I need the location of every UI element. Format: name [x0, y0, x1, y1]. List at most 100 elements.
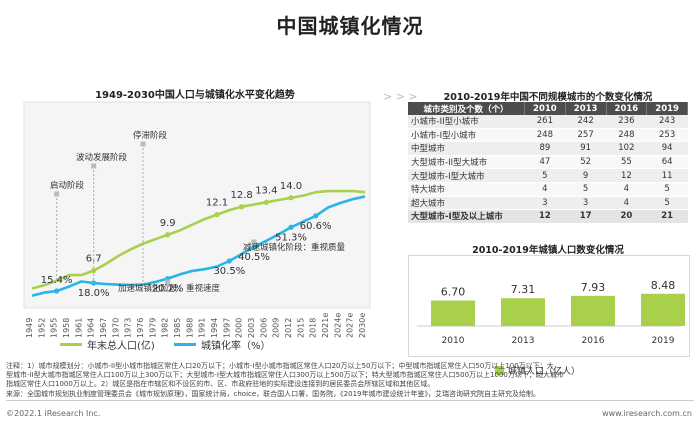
row-value-cell: 94: [646, 141, 688, 156]
bar-chart-legend: 城镇人口（亿人）: [495, 364, 580, 377]
row-value-cell: 64: [646, 155, 688, 170]
x-tick-label: 1991: [198, 318, 207, 338]
row-value-cell: 5: [524, 168, 566, 183]
city-count-table: 城市类别及个数（个） 2010 2013 2016 2019 小城市-II型小城市 261…: [408, 102, 688, 224]
plot-area: [23, 101, 371, 309]
population-urbanization-chart: 1949-2030中国人口与城镇化水平变化趋势 1949 1952 1955 1958…: [23, 88, 371, 338]
x-tick-label: 1958: [62, 318, 71, 338]
data-point: [288, 195, 294, 201]
table-row: 中型城市 89 91 102 94: [408, 141, 688, 156]
x-tick-label: 2012: [284, 318, 293, 338]
data-point: [313, 213, 319, 219]
x-tick-label: 2006: [259, 318, 268, 338]
data-label: 51.3%: [275, 232, 307, 243]
x-tick-label: 1955: [50, 318, 59, 338]
x-tick-label: 1952: [37, 318, 46, 338]
bar-value-label: 8.48: [651, 279, 676, 292]
chart-title: 1949-2030中国人口与城镇化水平变化趋势: [95, 88, 295, 101]
table-row: 超大城市 3 3 4 5: [408, 196, 688, 211]
legend-item-population: 年末总人口(亿): [60, 337, 155, 352]
x-tick-label: 1970: [111, 318, 120, 338]
row-value-cell: 20: [606, 209, 647, 224]
row-value-cell: 9: [565, 168, 606, 183]
annotation-marker: [251, 239, 257, 245]
urban-population-bar-chart: 6.70 2010 7.31 2013 7.93 2016 8.48 2019: [417, 279, 685, 346]
table-row: 大型城市-I型及以上城市 12 17 20 21: [408, 209, 688, 224]
table-header-row: 城市类别及个数（个） 2010 2013 2016 2019: [408, 102, 688, 115]
row-value-cell: 248: [524, 128, 566, 143]
row-category-cell: 特大城市: [408, 182, 525, 197]
data-label: 60.6%: [300, 221, 332, 232]
row-category-cell: 大型城市-I型大城市: [408, 168, 525, 183]
phase-annotation: 波动发展阶段: [76, 152, 128, 163]
row-value-cell: 257: [565, 128, 606, 143]
row-category-cell: 小城市-I型小城市: [408, 128, 525, 143]
data-point: [165, 232, 171, 238]
bar-chart-panel: 6.70 2010 7.31 2013 7.93 2016 8.48 2019: [408, 255, 690, 357]
row-value-cell: 12: [524, 209, 566, 224]
note-line: 指城区常住人口1000万以上。2）城区是指在市辖区和不设区的市、区、市政府驻地的…: [6, 380, 435, 389]
column-header-year: 2010: [524, 102, 566, 115]
bar-category-label: 2010: [442, 336, 465, 346]
column-header-category: 城市类别及个数（个）: [408, 102, 525, 115]
legend-swatch-blue: [174, 343, 196, 346]
bar-category-label: 2013: [512, 336, 535, 346]
row-category-cell: 中型城市: [408, 141, 525, 156]
x-tick-label: 1973: [124, 318, 133, 338]
row-value-cell: 248: [606, 128, 647, 143]
row-value-cell: 242: [565, 115, 606, 129]
data-label: 9.9: [160, 218, 176, 229]
data-label: 12.8: [231, 190, 253, 201]
note-line: 注释：1）城市规模划分：小城市-II型小城市指城区常住人口20万以下；小城市-I…: [6, 362, 554, 370]
page-title: 中国城镇化情况: [276, 14, 424, 38]
x-tick-label: 1949: [25, 318, 34, 338]
website-link[interactable]: www.iresearch.com.cn: [602, 409, 692, 418]
data-point: [54, 288, 60, 294]
data-point: [263, 199, 269, 205]
data-label: 15.4%: [41, 275, 73, 286]
series-line-urbanization: [31, 195, 366, 297]
bar-value-label: 6.70: [441, 286, 466, 299]
row-value-cell: 47: [524, 155, 566, 170]
left-chart-panel: 1949-2030中国人口与城镇化水平变化趋势 1949 1952 1955 1958…: [18, 88, 373, 340]
legend-swatch-bar: [495, 366, 504, 375]
data-label: 30.5%: [213, 266, 245, 277]
annotation-marker: [165, 279, 171, 285]
phase-annotation: 启动阶段: [50, 180, 85, 191]
x-tick-label: 2027e: [346, 313, 355, 338]
data-label: 12.1: [206, 198, 228, 209]
legend-label-urbanization: 城镇化率（%）: [201, 341, 271, 352]
row-value-cell: 243: [646, 115, 688, 129]
notes: 注释：1）城市规模划分：小城市-II型小城市指城区常住人口20万以下；小城市-I…: [6, 362, 696, 399]
legend-label-population: 年末总人口(亿): [87, 341, 155, 352]
table-title: 2010-2019年中国不同规模城市的个数变化情况: [443, 92, 653, 103]
row-value-cell: 11: [646, 168, 688, 183]
x-tick-label: 1994: [210, 318, 219, 338]
annotation-marker: [91, 163, 97, 169]
data-point: [226, 258, 232, 264]
row-value-cell: 4: [606, 182, 647, 197]
row-value-cell: 52: [565, 155, 606, 170]
data-point: [288, 224, 294, 230]
row-value-cell: 102: [606, 141, 647, 156]
x-tick-label: 2030e: [358, 313, 367, 338]
x-tick-label: 2015: [296, 318, 305, 338]
annotation-marker: [140, 141, 146, 147]
x-tick-label: 2003: [247, 318, 256, 338]
row-value-cell: 4: [606, 196, 647, 211]
bar-value-label: 7.93: [581, 281, 606, 294]
row-value-cell: 5: [646, 196, 688, 211]
x-tick-label: 2021e: [321, 313, 330, 338]
bar-category-label: 2016: [582, 336, 605, 346]
row-value-cell: 55: [606, 155, 647, 170]
column-header-year: 2016: [606, 102, 648, 115]
line-chart-legend: 年末总人口(亿) 城镇化率（%）: [60, 337, 360, 352]
row-value-cell: 253: [646, 128, 688, 143]
data-point: [214, 212, 220, 218]
bar: [431, 300, 475, 326]
source-line: 来源：全国城市规划执业制度管理委员会《城市规划原理》，国家统计局，choice，…: [6, 389, 540, 398]
row-value-cell: 3: [524, 196, 566, 211]
row-value-cell: 12: [606, 168, 647, 183]
table-row: 小城市-II型小城市 261 242 236 243: [408, 115, 688, 129]
bar-category-label: 2019: [652, 336, 675, 346]
